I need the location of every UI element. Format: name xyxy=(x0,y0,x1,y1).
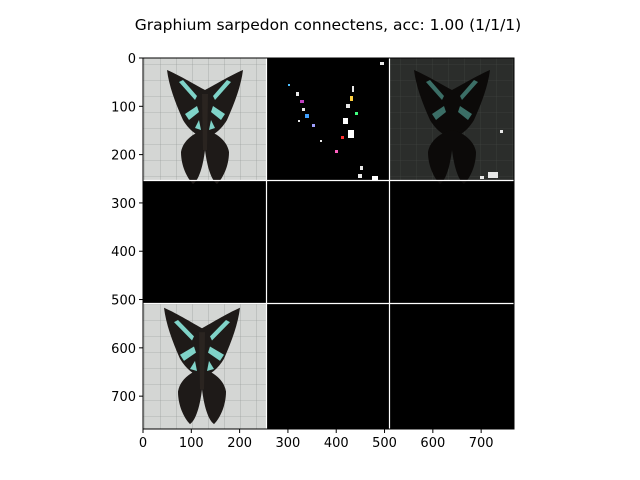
y-tick-label: 200 xyxy=(111,149,136,164)
x-tick-label: 100 xyxy=(179,436,204,451)
y-tick-label: 600 xyxy=(111,342,136,357)
y-tick-label: 0 xyxy=(128,52,136,67)
y-tick-label: 700 xyxy=(111,390,136,405)
y-axis: 0 100 200 300 400 500 600 700 xyxy=(111,52,143,405)
tile-original-photo xyxy=(143,58,266,184)
x-tick-label: 0 xyxy=(139,436,147,451)
x-tick-label: 300 xyxy=(276,436,301,451)
x-tick-label: 500 xyxy=(372,436,397,451)
plot-area xyxy=(143,58,514,429)
y-tick-label: 400 xyxy=(111,245,136,260)
y-tick-label: 500 xyxy=(111,294,136,309)
y-tick-label: 100 xyxy=(111,100,136,115)
tile-reference-photo xyxy=(143,304,266,429)
x-tick-label: 400 xyxy=(324,436,349,451)
x-tick-label: 700 xyxy=(469,436,494,451)
x-axis: 0 100 200 300 400 500 600 700 xyxy=(139,429,494,451)
x-tick-label: 200 xyxy=(227,436,252,451)
tile-saliency-map xyxy=(267,58,389,181)
y-tick-label: 300 xyxy=(111,197,136,212)
x-tick-label: 600 xyxy=(420,436,445,451)
tile-masked-butterfly xyxy=(390,58,514,184)
